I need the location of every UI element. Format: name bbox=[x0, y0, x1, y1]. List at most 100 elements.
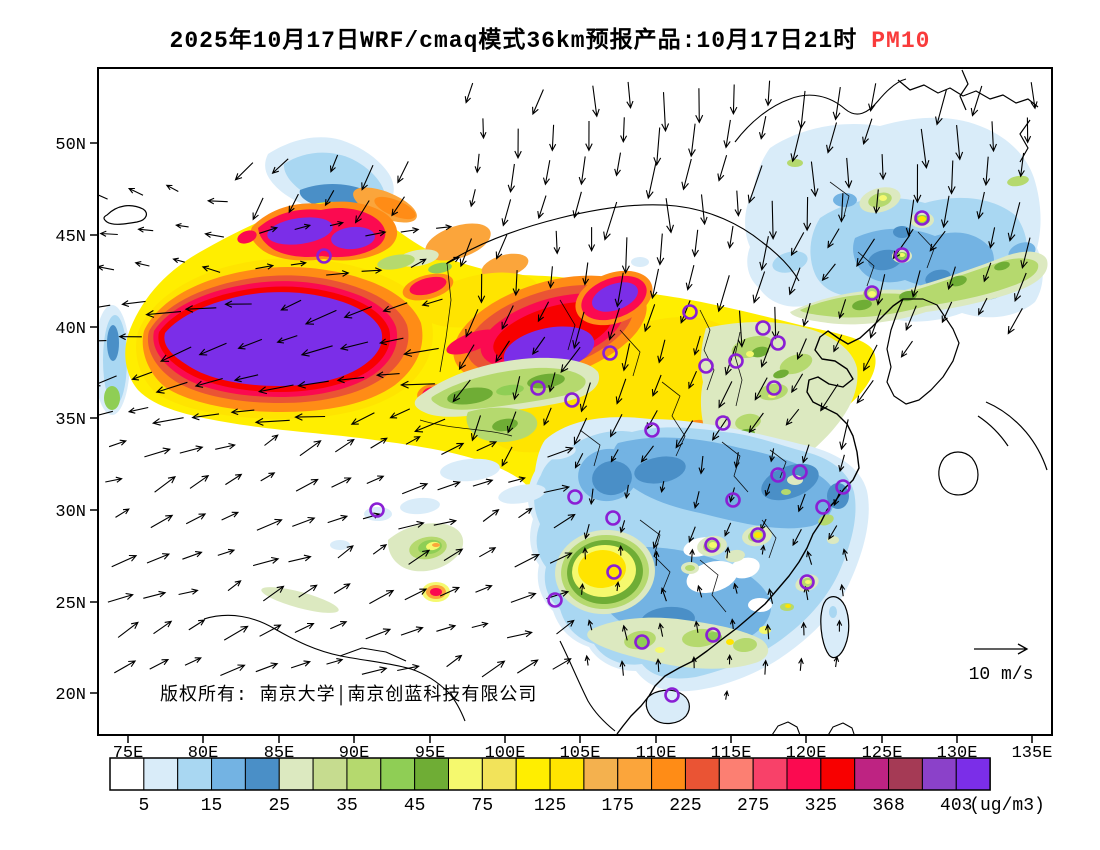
wind-arrow bbox=[532, 89, 544, 116]
wind-arrow bbox=[792, 529, 802, 547]
wind-arrow bbox=[694, 620, 700, 633]
contour-fill bbox=[893, 226, 911, 238]
copyright-text: 版权所有: 南京大学│南京创蓝科技有限公司 bbox=[160, 686, 538, 706]
wind-arrow bbox=[905, 305, 917, 331]
wind-arrow bbox=[584, 654, 591, 666]
wind-arrow bbox=[585, 120, 593, 152]
wind-arrow bbox=[365, 229, 387, 237]
wind-arrow bbox=[729, 618, 736, 630]
wind-arrow bbox=[759, 236, 769, 271]
wind-arrow bbox=[1020, 237, 1031, 270]
wind-arrow bbox=[758, 115, 767, 140]
wind-arrow bbox=[796, 338, 807, 361]
wind-arrow bbox=[767, 587, 774, 604]
wind-arrow bbox=[543, 407, 552, 426]
wind-arrow bbox=[688, 526, 696, 543]
city-marker bbox=[698, 358, 714, 374]
wind-arrow bbox=[579, 582, 585, 595]
coastline bbox=[339, 647, 407, 662]
contour-fill bbox=[773, 369, 789, 379]
wind-arrow bbox=[477, 273, 486, 304]
wind-arrow bbox=[404, 588, 428, 601]
wind-arrow bbox=[225, 473, 243, 486]
lon-tick-label: 135E bbox=[1012, 744, 1053, 763]
colorbar-cell bbox=[143, 757, 179, 791]
city-marker bbox=[894, 247, 910, 263]
wind-arrow bbox=[400, 380, 435, 389]
wind-arrow bbox=[179, 445, 204, 454]
plot-title: 2025年10月17日WRF/cmaq模式36km预报产品:10月17日21时 P… bbox=[0, 20, 1100, 54]
city-marker bbox=[705, 627, 721, 643]
city-marker bbox=[766, 380, 782, 396]
coastline bbox=[734, 78, 907, 143]
wind-arrow bbox=[614, 580, 621, 592]
wind-arrow bbox=[729, 84, 738, 116]
wind-arrow bbox=[329, 154, 339, 173]
colorbar-tick-label: 325 bbox=[805, 796, 837, 816]
contour-fill bbox=[748, 598, 772, 612]
wind-arrow bbox=[947, 160, 956, 195]
wind-arrow bbox=[372, 543, 388, 555]
wind-arrow bbox=[723, 119, 731, 149]
wind-arrow bbox=[327, 514, 349, 524]
wind-arrow bbox=[252, 197, 264, 221]
colorbar-cell bbox=[515, 757, 551, 791]
contour-fill bbox=[685, 565, 695, 571]
wind-arrow bbox=[802, 302, 811, 327]
wind-arrow bbox=[913, 164, 922, 204]
wind-arrow bbox=[657, 339, 666, 364]
wind-arrow bbox=[693, 335, 701, 356]
wind-arrow bbox=[579, 382, 591, 413]
wind-arrow bbox=[560, 346, 581, 374]
wind-arrow bbox=[724, 546, 731, 559]
colorbar-tick-label: 45 bbox=[404, 796, 426, 816]
lat-tick-label: 50N bbox=[55, 136, 86, 155]
wind-arrow bbox=[227, 580, 242, 592]
wind-arrow bbox=[470, 415, 482, 442]
wind-arrow bbox=[754, 377, 768, 401]
colorbar-tick-label: 225 bbox=[669, 796, 701, 816]
wind-scale-arrow bbox=[974, 643, 1029, 655]
wind-arrow bbox=[184, 305, 217, 313]
contour-fill bbox=[994, 261, 1010, 271]
wind-arrow bbox=[446, 654, 463, 668]
wind-arrow bbox=[548, 372, 556, 393]
wind-arrow bbox=[295, 478, 319, 492]
colorbar-cell bbox=[448, 757, 483, 791]
wind-arrow bbox=[989, 121, 998, 153]
colorbar-units: (ug/m3) bbox=[969, 796, 1045, 816]
wind-arrow bbox=[556, 619, 575, 635]
lat-tick-label: 40N bbox=[55, 320, 86, 339]
wind-arrow bbox=[833, 655, 840, 668]
colorbar-tick-label: 5 bbox=[138, 796, 149, 816]
wind-arrow bbox=[175, 222, 189, 229]
wind-arrow bbox=[573, 417, 588, 446]
wind-arrow bbox=[514, 554, 540, 568]
contour-fill bbox=[374, 196, 416, 220]
contour-fill bbox=[686, 561, 738, 593]
wind-arrow bbox=[982, 156, 991, 187]
contour-fill bbox=[430, 588, 442, 596]
wind-arrow bbox=[217, 548, 236, 556]
wind-arrow bbox=[572, 191, 582, 219]
coastline bbox=[771, 721, 801, 735]
wind-arrow bbox=[255, 263, 275, 270]
wind-arrow bbox=[299, 440, 322, 457]
colorbar-cell bbox=[380, 757, 416, 791]
wind-arrow bbox=[495, 340, 510, 363]
wind-arrow bbox=[508, 476, 526, 483]
province-border bbox=[419, 419, 513, 437]
contour-fill bbox=[779, 353, 813, 375]
wind-arrow bbox=[838, 299, 847, 320]
colorbar-tick-label: 125 bbox=[534, 796, 566, 816]
wind-arrow bbox=[495, 234, 508, 260]
wind-arrow bbox=[326, 658, 344, 665]
wind-arrow bbox=[946, 266, 956, 291]
wind-arrow bbox=[771, 306, 780, 340]
wind-arrow bbox=[760, 544, 766, 555]
wind-arrow bbox=[549, 124, 557, 152]
wind-arrow bbox=[726, 654, 733, 665]
contour-fill bbox=[237, 230, 257, 244]
wind-arrow bbox=[339, 341, 369, 351]
